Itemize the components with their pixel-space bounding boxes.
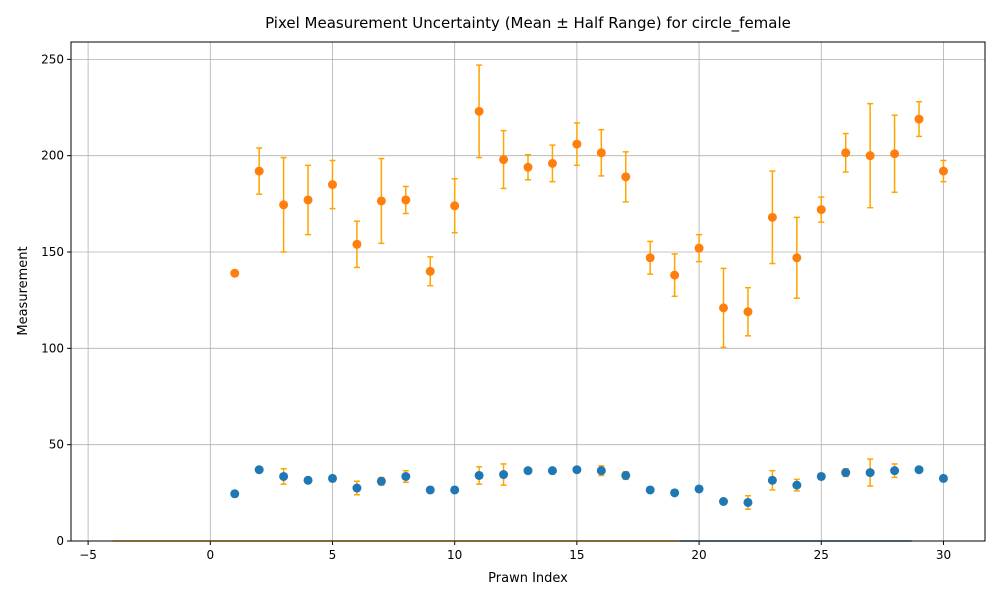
data-point [743, 307, 753, 317]
data-point [890, 466, 900, 476]
data-point [254, 166, 264, 176]
data-point [694, 243, 704, 253]
data-point [425, 266, 435, 276]
data-point [865, 468, 875, 478]
data-point [376, 476, 386, 486]
data-point [596, 466, 606, 476]
x-tick-label: 5 [329, 548, 337, 562]
data-point [621, 470, 631, 480]
chart-title: Pixel Measurement Uncertainty (Mean ± Ha… [265, 14, 791, 33]
data-point [743, 497, 753, 507]
data-point [376, 196, 386, 206]
plot-frame [70, 41, 986, 542]
data-point [645, 485, 655, 495]
data-point [425, 485, 435, 495]
data-point [352, 483, 362, 493]
data-point [914, 114, 924, 124]
data-point [254, 465, 264, 475]
data-point [401, 471, 411, 481]
y-tick-label: 250 [41, 52, 64, 66]
data-point [499, 470, 509, 480]
data-point [792, 480, 802, 490]
data-point [694, 484, 704, 494]
data-point [303, 475, 313, 485]
data-point [841, 148, 851, 158]
axis-ticks: −5 0 5 10 15 20 25 30 0 50 100 150 200 250 [41, 52, 951, 562]
x-tick-label: 10 [447, 548, 462, 562]
data-point [621, 172, 631, 182]
data-point [719, 497, 729, 507]
data-point [767, 212, 777, 222]
data-point [719, 303, 729, 313]
data-point [938, 473, 948, 483]
data-point [450, 485, 460, 495]
error-bars [231, 64, 947, 510]
data-point [279, 200, 289, 210]
data-point [938, 166, 948, 176]
data-point [670, 488, 680, 498]
data-point [474, 470, 484, 480]
data-point [523, 162, 533, 172]
x-tick-label: 20 [691, 548, 706, 562]
data-point [474, 106, 484, 116]
x-tick-label: 30 [936, 548, 951, 562]
data-point [596, 148, 606, 158]
y-tick-label: 150 [41, 245, 64, 259]
data-point [327, 473, 337, 483]
data-point [645, 253, 655, 263]
data-point [670, 270, 680, 280]
y-tick-label: 50 [49, 438, 64, 452]
data-point [816, 471, 826, 481]
data-point [865, 151, 875, 161]
data-point [816, 205, 826, 215]
data-point [841, 468, 851, 478]
data-point [230, 489, 240, 499]
data-point [572, 465, 582, 475]
data-point [547, 466, 557, 476]
data-point [523, 466, 533, 476]
data-point [499, 155, 509, 165]
data-point [914, 465, 924, 475]
data-point [401, 195, 411, 205]
y-tick-label: 0 [56, 534, 64, 548]
data-point [767, 475, 777, 485]
x-axis-label: Prawn Index [488, 571, 568, 586]
data-point [572, 139, 582, 149]
data-points [230, 106, 948, 507]
y-tick-label: 200 [41, 149, 64, 163]
data-point [327, 180, 337, 190]
data-point [890, 149, 900, 159]
data-point [450, 201, 460, 211]
grid [71, 42, 985, 542]
x-tick-label: −5 [79, 548, 97, 562]
y-tick-label: 100 [41, 341, 64, 355]
x-tick-label: 0 [206, 548, 214, 562]
data-point [230, 268, 240, 278]
data-point [792, 253, 802, 263]
data-point [352, 239, 362, 249]
y-axis-label: Measurement [16, 246, 31, 335]
data-point [303, 195, 313, 205]
x-tick-label: 25 [814, 548, 829, 562]
x-tick-label: 15 [569, 548, 584, 562]
data-point [547, 158, 557, 168]
data-point [279, 471, 289, 481]
